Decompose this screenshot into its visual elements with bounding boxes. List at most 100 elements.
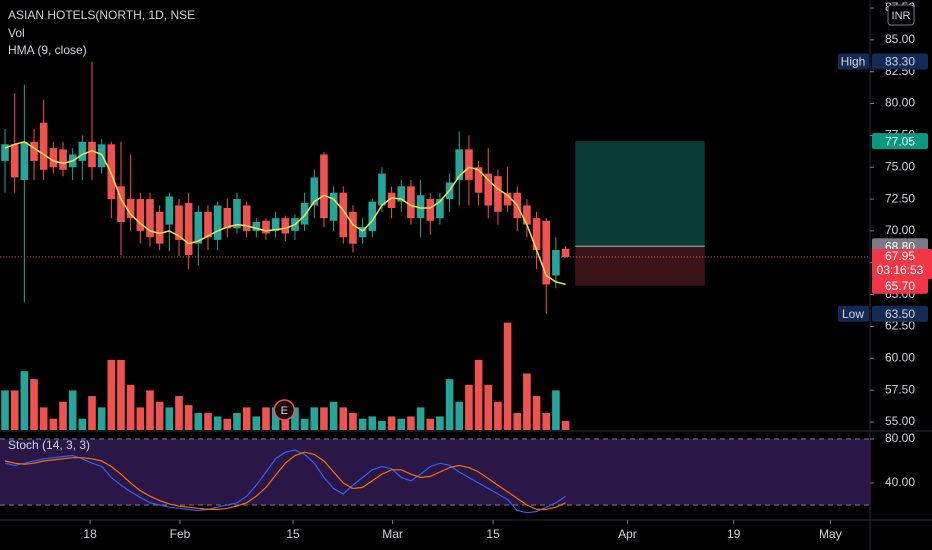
candle-body — [88, 141, 96, 168]
volume-bar — [387, 416, 396, 430]
candle-body — [126, 199, 135, 219]
target-badge — [872, 133, 928, 150]
candle-body — [107, 144, 116, 200]
stoch-line — [4, 451, 566, 510]
volume-bar — [532, 396, 541, 430]
candle-body — [310, 177, 319, 206]
candle-body — [175, 205, 183, 240]
candle-body — [136, 199, 145, 231]
target-label: 77.05 — [885, 134, 915, 148]
volume-bar — [542, 413, 551, 430]
last-price-badge — [872, 249, 932, 280]
volume-bar — [165, 407, 174, 430]
candle-body — [320, 154, 328, 219]
x-tick-label: Feb — [170, 527, 191, 541]
volume-bar — [320, 407, 328, 430]
y-tick-label: 72.50 — [885, 191, 915, 205]
volume-bar — [339, 407, 348, 430]
volume-bar — [349, 413, 357, 430]
volume-bar — [416, 407, 425, 430]
volume-bar — [97, 407, 106, 430]
x-tick-label: Mar — [382, 527, 403, 541]
candle-body — [339, 192, 348, 238]
y-tick-label: 85.00 — [885, 32, 915, 46]
x-tick-label: May — [819, 527, 842, 541]
x-tick-label: 15 — [486, 527, 500, 541]
candle-body — [233, 199, 241, 229]
volume-bar — [397, 418, 406, 430]
y-tick-label: 80.00 — [885, 96, 915, 110]
candle-body — [155, 211, 164, 244]
candle-body — [484, 173, 493, 206]
hma-legend: HMA (9, close) — [8, 43, 87, 57]
earnings-marker — [273, 399, 296, 421]
candle-body — [49, 148, 58, 168]
volume-legend: Vol — [8, 26, 25, 40]
candle-body — [184, 202, 193, 256]
volume-bar — [494, 401, 502, 430]
currency-badge — [887, 4, 915, 26]
low_mark-tag — [838, 305, 869, 322]
candle-body — [532, 218, 541, 251]
candle-body — [542, 220, 551, 285]
volume-bar — [484, 384, 493, 430]
x-tick-label: Apr — [618, 527, 637, 541]
y-tick-label: 55.00 — [885, 414, 915, 428]
candle-body — [300, 202, 309, 225]
volume-bar — [233, 413, 241, 430]
candle-body — [397, 186, 406, 202]
x-tick-label: 18 — [83, 527, 97, 541]
volume-bar — [194, 413, 203, 430]
high_mark-tag-label: High — [841, 55, 866, 69]
volume-bar — [1, 390, 9, 430]
candle-body — [474, 167, 483, 193]
volume-bar — [310, 407, 319, 430]
candle-body — [426, 199, 435, 221]
high_mark-badge — [872, 53, 928, 70]
volume-bar — [126, 384, 135, 430]
volume-bar — [329, 401, 338, 430]
volume-bar — [455, 401, 464, 430]
volume-bar — [136, 407, 145, 430]
volume-bar — [368, 416, 377, 430]
countdown-label: 03:16:53 — [877, 263, 924, 277]
candle-body — [20, 141, 29, 180]
volume-bar — [49, 418, 58, 430]
volume-bar — [204, 413, 212, 430]
volume-bar — [300, 418, 309, 430]
candle-body — [146, 199, 154, 238]
stoch-pane — [0, 439, 870, 506]
stop-badge — [872, 277, 928, 294]
earnings-label: E — [281, 405, 288, 417]
volume-bar — [436, 416, 444, 430]
candle-body — [552, 250, 560, 276]
x-tick-label: 15 — [286, 527, 300, 541]
volume-bar — [107, 359, 116, 430]
low_mark-badge — [872, 305, 928, 322]
low_mark-badge-label: 63.50 — [885, 307, 915, 321]
volume-bar — [155, 401, 164, 430]
candle-body — [387, 192, 396, 208]
volume-bar — [175, 396, 183, 430]
candle-body — [281, 218, 290, 234]
high_mark-tag — [838, 53, 869, 70]
target-zone — [575, 141, 705, 247]
chart-title: ASIAN HOTELS(NORTH, 1D, NSE — [8, 8, 195, 22]
volume-bar — [117, 359, 125, 430]
candle-body — [10, 144, 19, 178]
y-tick-label: 75.00 — [885, 159, 915, 173]
candle-body — [252, 222, 261, 231]
volume-bar — [39, 407, 48, 430]
candle-body — [271, 218, 280, 231]
stoch-legend: Stoch (14, 3, 3) — [8, 438, 90, 452]
volume-bar — [523, 373, 531, 430]
candle-body — [523, 205, 531, 225]
volume-bar — [291, 407, 299, 430]
volume-bar — [59, 401, 67, 430]
volume-bar — [88, 396, 96, 430]
low_mark-tag-label: Low — [842, 307, 864, 321]
candle-body — [455, 149, 464, 180]
volume-bar — [552, 390, 560, 430]
candle-body — [378, 173, 386, 206]
